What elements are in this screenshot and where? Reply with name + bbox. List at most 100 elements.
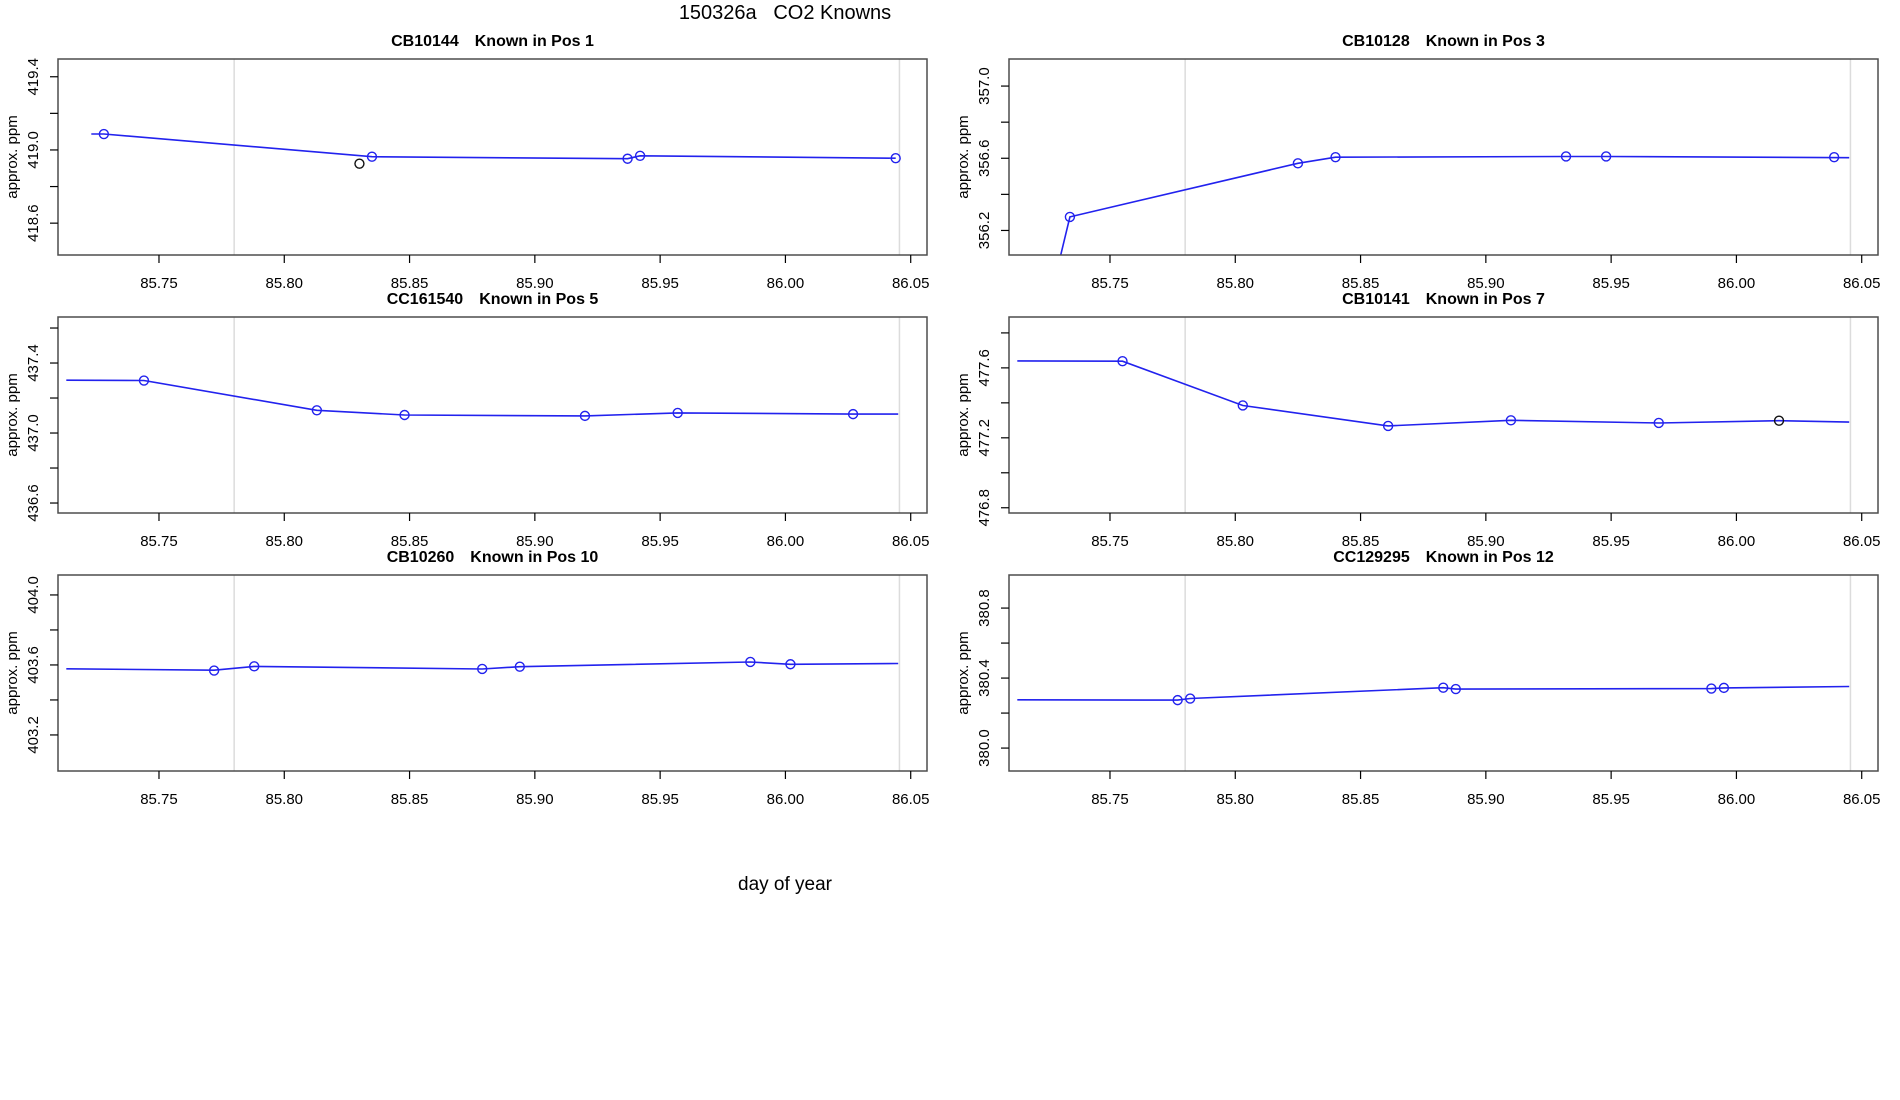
y-axis-label: approx. ppm — [955, 631, 972, 714]
data-line — [1059, 155, 1850, 255]
x-tick-label: 85.90 — [516, 275, 554, 292]
y-axis-label: approx. ppm — [4, 631, 21, 714]
plot-border — [1008, 58, 1879, 256]
y-tick-label: 418.6 — [25, 204, 42, 242]
data-point — [1237, 400, 1248, 411]
x-tick-label: 86.05 — [892, 275, 930, 292]
y-tick-label: 380.4 — [976, 659, 993, 697]
x-tick-label: 86.05 — [1843, 533, 1881, 550]
plot-title: CB10144 Known in Pos 1 — [391, 33, 594, 50]
data-point — [1600, 151, 1612, 162]
y-tick-label: 477.6 — [976, 349, 993, 387]
x-tick-label: 85.80 — [265, 275, 303, 292]
data-point — [249, 661, 260, 672]
y-tick-label: 419.0 — [25, 131, 42, 169]
data-point — [98, 128, 110, 140]
data-point — [847, 408, 859, 420]
y-axis-label: approx. ppm — [4, 115, 21, 198]
data-line — [1017, 360, 1850, 427]
y-tick-label: 357.0 — [976, 67, 993, 105]
x-tick-label: 85.75 — [140, 275, 178, 292]
data-point — [634, 150, 646, 162]
data-line — [66, 661, 899, 672]
x-tick-label: 85.95 — [641, 533, 679, 550]
data-point — [311, 405, 323, 416]
data-point — [1292, 158, 1304, 169]
y-tick-label: 437.0 — [25, 414, 42, 452]
x-tick-label: 86.05 — [892, 533, 930, 550]
x-tick-label: 85.95 — [1592, 791, 1630, 808]
plot-border — [57, 58, 928, 256]
data-point — [1382, 420, 1394, 432]
x-tick-label: 85.80 — [1216, 533, 1254, 550]
data-line — [66, 379, 899, 417]
data-point — [208, 665, 220, 676]
plot-title: CC129295 Known in Pos 12 — [1333, 549, 1554, 566]
plot-border — [57, 316, 928, 514]
x-tick-label: 86.00 — [767, 533, 805, 550]
x-tick-label: 86.00 — [1718, 275, 1756, 292]
x-tick-label: 85.95 — [641, 791, 679, 808]
outlier-point — [1773, 415, 1785, 426]
data-point — [1064, 211, 1076, 223]
y-tick-label: 436.6 — [25, 484, 42, 522]
y-tick-label: 356.6 — [976, 139, 993, 177]
y-axis-label: approx. ppm — [4, 373, 21, 456]
x-tick-label: 85.90 — [516, 533, 554, 550]
y-tick-label: 477.2 — [976, 419, 993, 457]
data-point — [138, 375, 150, 386]
data-point — [1653, 417, 1664, 429]
x-tick-label: 85.95 — [641, 275, 679, 292]
y-axis-label: approx. ppm — [955, 373, 972, 456]
plot-title: CB10141 Known in Pos 7 — [1342, 291, 1545, 308]
y-tick-label: 419.4 — [25, 58, 42, 96]
y-tick-label: 380.0 — [976, 729, 993, 767]
y-tick-label: 404.0 — [25, 576, 42, 614]
data-point — [1718, 682, 1730, 694]
x-tick-label: 85.80 — [265, 791, 303, 808]
data-point — [1706, 683, 1717, 694]
outlier-point — [354, 158, 365, 169]
data-point — [890, 152, 901, 164]
data-point — [672, 407, 683, 419]
data-point — [1450, 683, 1461, 695]
x-tick-label: 86.05 — [892, 791, 930, 808]
plot-border — [1008, 316, 1879, 514]
x-tick-label: 85.85 — [391, 275, 429, 292]
x-tick-label: 85.90 — [1467, 533, 1505, 550]
data-point — [1828, 151, 1840, 163]
x-tick-label: 86.00 — [1718, 791, 1756, 808]
data-point — [477, 663, 488, 675]
x-tick-label: 85.80 — [1216, 275, 1254, 292]
data-point — [745, 656, 756, 668]
plot-title: CB10128 Known in Pos 3 — [1342, 33, 1545, 50]
x-tick-label: 85.75 — [1091, 791, 1129, 808]
y-tick-label: 356.2 — [976, 212, 993, 250]
data-point — [1330, 151, 1341, 163]
plot-title: CB10260 Known in Pos 10 — [387, 549, 599, 566]
x-tick-label: 86.05 — [1843, 791, 1881, 808]
data-point — [579, 410, 591, 422]
data-point — [1438, 682, 1449, 693]
y-axis-label: approx. ppm — [955, 115, 972, 198]
x-tick-label: 85.75 — [140, 791, 178, 808]
x-tick-label: 85.85 — [391, 791, 429, 808]
y-tick-label: 403.2 — [25, 716, 42, 754]
y-tick-label: 380.8 — [976, 589, 993, 627]
data-point — [514, 661, 526, 672]
x-tick-label: 85.90 — [1467, 275, 1505, 292]
x-tick-label: 85.75 — [1091, 533, 1129, 550]
plot-title: CC161540 Known in Pos 5 — [387, 291, 599, 308]
data-point — [622, 153, 633, 164]
x-tick-label: 86.05 — [1843, 275, 1881, 292]
x-tick-label: 85.95 — [1592, 533, 1630, 550]
plot-border — [57, 574, 928, 772]
data-point — [1117, 356, 1128, 367]
data-point — [1184, 693, 1196, 704]
data-point — [366, 151, 378, 162]
x-tick-label: 86.00 — [767, 791, 805, 808]
data-point — [1172, 694, 1183, 706]
plot-border — [1008, 574, 1879, 772]
data-line — [91, 133, 896, 160]
